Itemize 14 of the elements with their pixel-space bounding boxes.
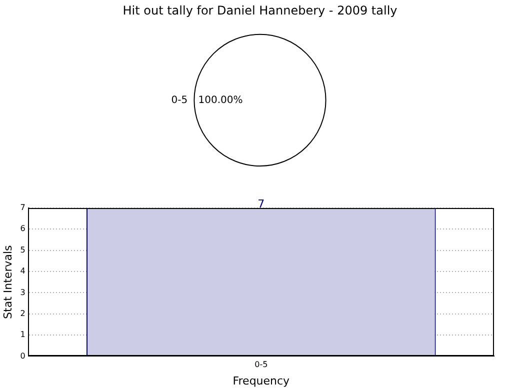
y-tick-label: 3 — [20, 288, 26, 297]
slice-label: 0-5 — [171, 94, 188, 106]
y-tick-label: 6 — [20, 224, 26, 234]
data-label: 7 — [258, 197, 265, 210]
y-axis-title: Stat Intervals — [1, 244, 14, 319]
y-tick-label: 0 — [20, 351, 26, 360]
y-tick-label: 2 — [20, 308, 26, 318]
x-axis-title: Frequency — [232, 374, 290, 388]
data-label: 100.00% — [198, 94, 243, 106]
y-tick-label: 5 — [20, 245, 26, 254]
y-tick-label: 7 — [20, 203, 26, 212]
y-tick-label: 1 — [20, 330, 26, 340]
y-tick-label: 4 — [20, 266, 26, 276]
chart-title: Hit out tally for Daniel Hannebery - 2009 tally — [122, 3, 398, 18]
